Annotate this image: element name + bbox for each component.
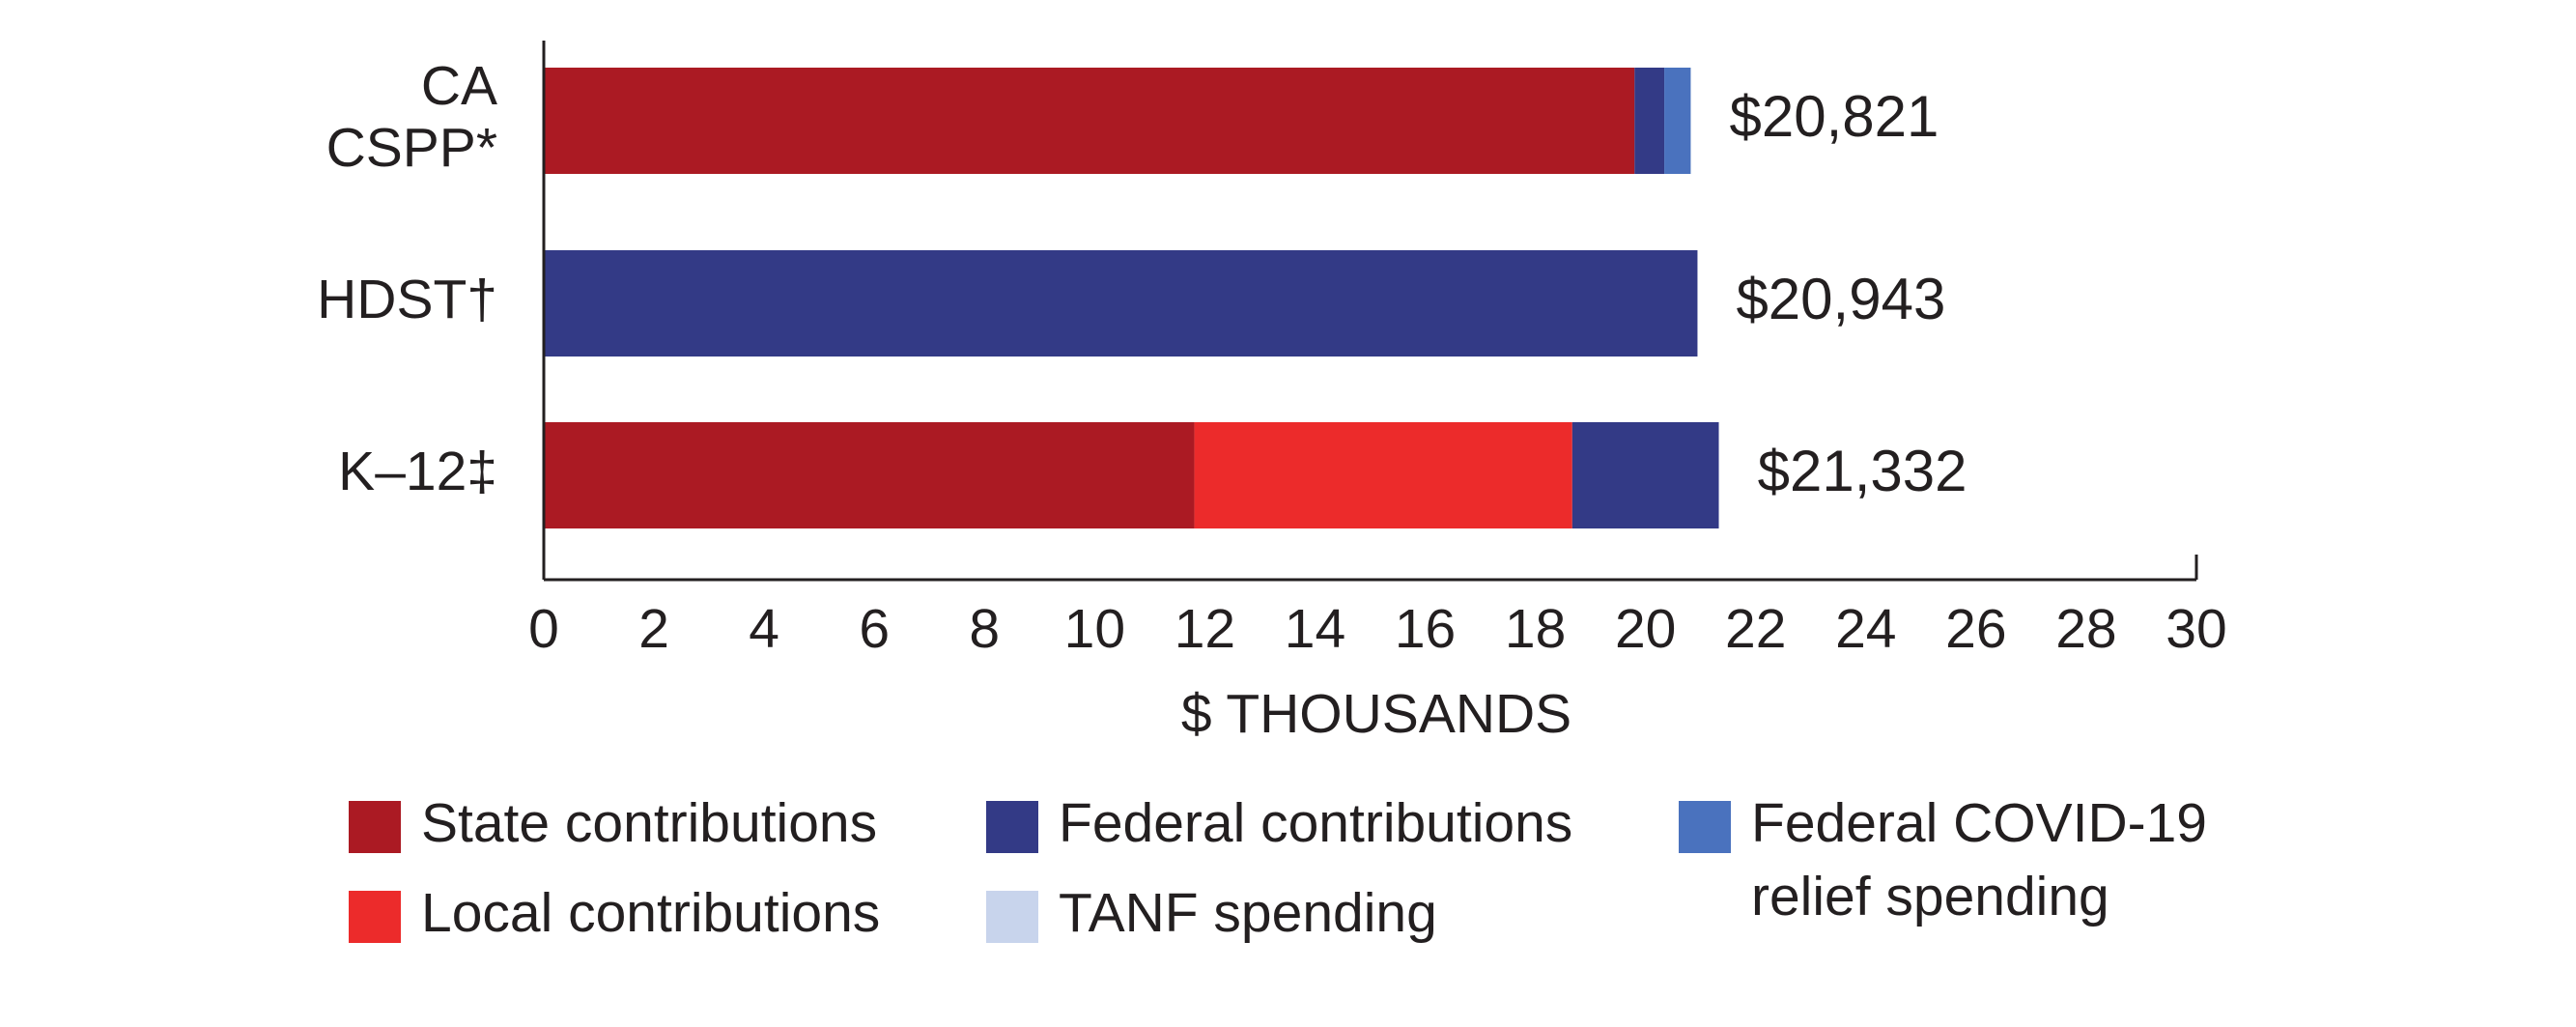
x-tick-label: 28	[2055, 598, 2116, 660]
x-tick-label: 24	[1835, 598, 1896, 660]
x-tick-label: 22	[1725, 598, 1786, 660]
legend-swatch	[986, 801, 1038, 853]
total-label: $20,821	[1729, 84, 1939, 149]
legend-label: Local contributions	[421, 882, 880, 944]
x-tick-label: 26	[1945, 598, 2006, 660]
x-tick-label: 16	[1395, 598, 1456, 660]
bar-segment	[1664, 68, 1691, 174]
bar-segment	[544, 422, 1195, 528]
legend-swatch	[349, 801, 401, 853]
x-tick-label: 8	[969, 598, 1000, 660]
category-label: CA CSPP*	[326, 55, 497, 179]
legend-label: TANF spending	[1059, 882, 1437, 944]
legend-swatch	[1679, 801, 1731, 853]
x-tick-label: 10	[1064, 598, 1125, 660]
x-tick-label: 2	[638, 598, 669, 660]
bar-segment	[1634, 68, 1665, 174]
x-tick-label: 20	[1615, 598, 1676, 660]
legend-label: Federal contributions	[1059, 792, 1572, 854]
category-label: HDST†	[317, 269, 497, 330]
x-tick-label: 6	[859, 598, 890, 660]
x-tick-label: 4	[749, 598, 779, 660]
bar-segment	[1571, 422, 1719, 528]
x-tick-label: 14	[1285, 598, 1345, 660]
category-label: K–12‡	[338, 441, 497, 502]
bar-segment	[544, 250, 1698, 357]
legend-label: State contributions	[421, 792, 877, 854]
x-tick-label: 18	[1505, 598, 1566, 660]
legend-swatch	[349, 891, 401, 943]
x-tick-label: 0	[528, 598, 559, 660]
total-label: $21,332	[1758, 439, 1967, 503]
legend-label: Federal COVID-19 relief spending	[1751, 792, 2207, 927]
bar-segment	[1194, 422, 1572, 528]
x-tick-label: 30	[2166, 598, 2226, 660]
legend-swatch	[986, 891, 1038, 943]
total-label: $20,943	[1736, 267, 1945, 331]
x-axis-title: $ THOUSANDS	[1181, 683, 1571, 745]
bar-segment	[544, 68, 1635, 174]
x-tick-label: 12	[1175, 598, 1235, 660]
